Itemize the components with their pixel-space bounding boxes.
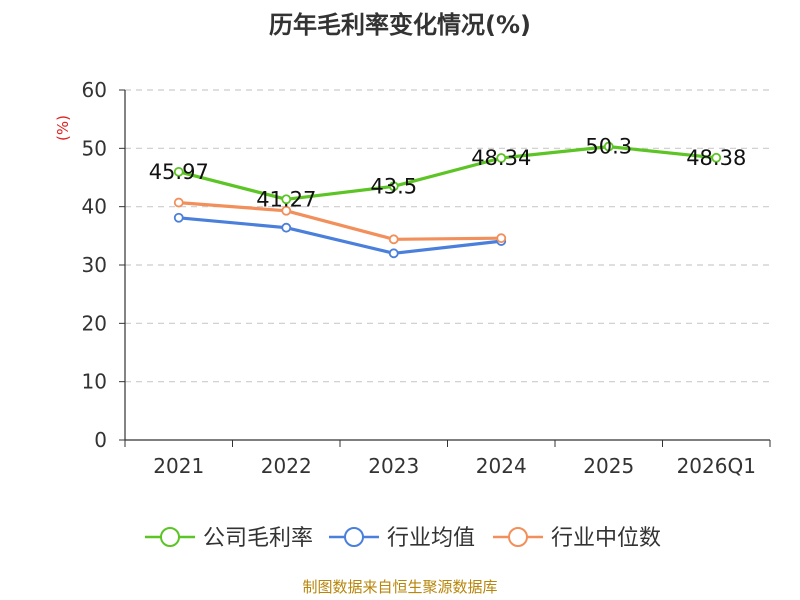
- axis-layer: 0 10 20 30 40 50 60 2021 2022 2023 2024 2025 2026Q1: [82, 78, 771, 478]
- x-tick-label: 2024: [476, 454, 527, 478]
- x-tick-label: 2023: [368, 454, 419, 478]
- series-layer: [173, 141, 722, 259]
- data-point: [281, 222, 292, 233]
- x-tick-label: 2021: [153, 454, 204, 478]
- x-tick-label: 2025: [583, 454, 634, 478]
- legend-item-3: 行业中位数: [493, 526, 661, 551]
- legend-item-1: 公司毛利率: [145, 526, 313, 551]
- footer-source: 制图数据来自恒生聚源数据库: [302, 578, 497, 596]
- data-point: [173, 212, 184, 223]
- chart-title: 历年毛利率变化情况(%): [269, 11, 531, 39]
- legend-label: 公司毛利率: [203, 526, 313, 551]
- legend-marker: [508, 527, 528, 547]
- data-point: [281, 194, 292, 205]
- data-label: 41.27: [256, 187, 316, 211]
- data-label: 48.38: [686, 146, 746, 170]
- y-tick-label: 40: [82, 195, 107, 219]
- data-point: [388, 181, 399, 192]
- data-label: 43.5: [370, 174, 417, 198]
- data-label: 48.34: [471, 146, 531, 170]
- data-point: [388, 234, 399, 245]
- series-1: [173, 141, 722, 205]
- y-tick-label: 20: [82, 311, 107, 335]
- series-line: [177, 145, 718, 201]
- data-point: [173, 166, 184, 177]
- series-2: [173, 212, 507, 259]
- legend-label: 行业中位数: [551, 526, 661, 551]
- y-tick-label: 10: [82, 370, 107, 394]
- series-line: [177, 216, 503, 255]
- grid-layer: [125, 89, 770, 383]
- y-tick-label: 60: [82, 78, 107, 102]
- data-point: [388, 248, 399, 259]
- series-line: [177, 201, 503, 241]
- data-point: [281, 205, 292, 216]
- x-tick-label: 2026Q1: [677, 454, 756, 478]
- y-axis-label: (%): [54, 115, 72, 141]
- legend: 公司毛利率 行业均值 行业中位数: [145, 526, 661, 551]
- legend-marker: [160, 527, 180, 547]
- data-point: [496, 153, 507, 163]
- data-label: 50.3: [585, 135, 632, 159]
- data-label-layer: 45.97 41.27 43.5 48.34 50.3 48.38: [149, 135, 747, 212]
- legend-item-2: 行业均值: [329, 526, 475, 551]
- y-tick-label: 30: [82, 253, 107, 277]
- legend-label: 行业均值: [387, 526, 475, 551]
- y-tick-label: 0: [94, 428, 107, 452]
- legend-marker: [344, 527, 364, 547]
- data-point: [496, 233, 507, 244]
- data-label: 45.97: [149, 160, 209, 184]
- data-point: [603, 141, 614, 152]
- data-point: [711, 152, 722, 163]
- data-point: [173, 197, 184, 208]
- series-3: [173, 197, 507, 245]
- y-tick-label: 50: [82, 136, 107, 160]
- x-tick-label: 2022: [261, 454, 312, 478]
